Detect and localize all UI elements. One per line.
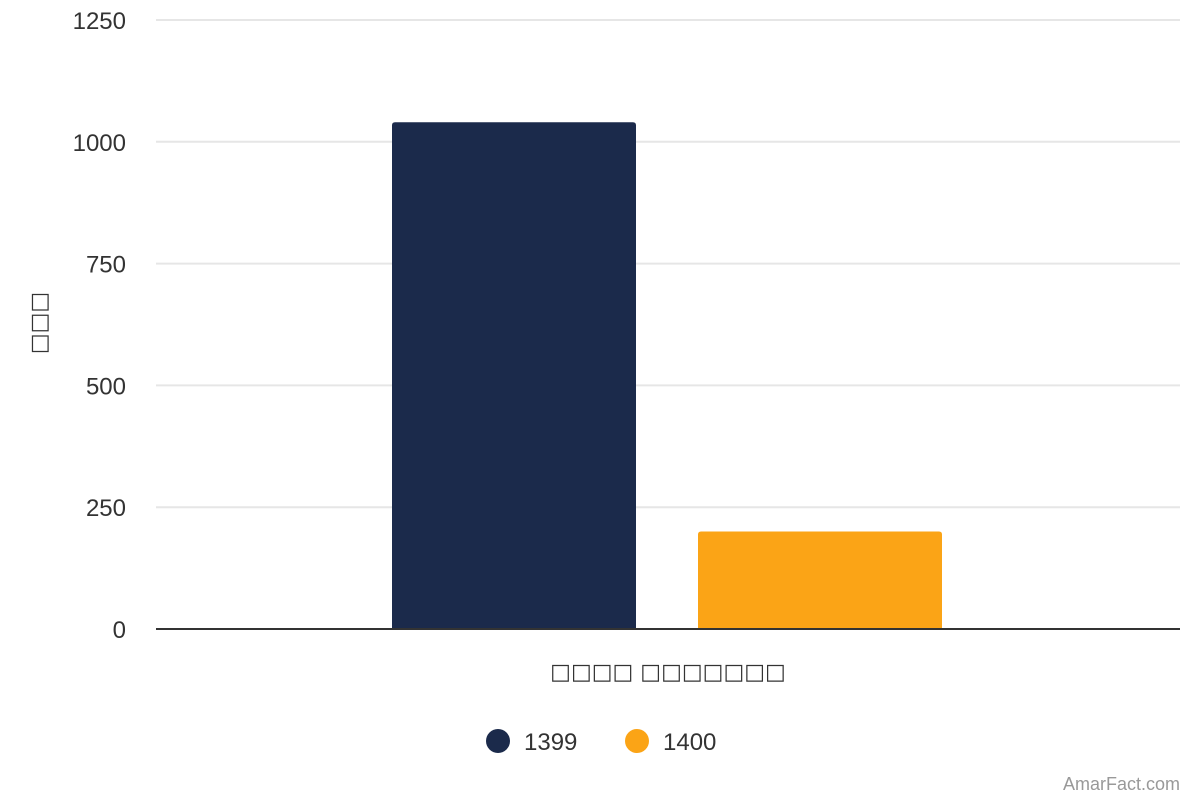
gridlines xyxy=(156,19,1180,509)
legend-marker-1400[interactable] xyxy=(625,729,649,753)
y-tick-label: 250 xyxy=(86,495,126,522)
y-axis-title: □□□ xyxy=(27,292,52,354)
x-axis-title: □□□□ □□□□□□□ xyxy=(550,660,786,685)
bars xyxy=(392,122,942,629)
y-tick-label: 1000 xyxy=(73,130,126,157)
y-tick-label: 500 xyxy=(86,373,126,400)
y-tick-label: 1250 xyxy=(73,8,126,35)
legend-marker-1399[interactable] xyxy=(486,729,510,753)
bar-1400[interactable] xyxy=(698,531,942,629)
y-tick-label: 0 xyxy=(113,617,126,644)
legend-label-1400[interactable]: 1400 xyxy=(663,729,716,756)
legend-label-1399[interactable]: 1399 xyxy=(524,729,577,756)
y-axis: 0 250 500 750 1000 1250 xyxy=(73,8,1180,644)
bar-1399[interactable] xyxy=(392,122,636,629)
legend: 1399 1400 xyxy=(486,729,716,756)
credit-text: AmarFact.com xyxy=(1063,774,1180,794)
y-tick-label: 750 xyxy=(86,252,126,279)
